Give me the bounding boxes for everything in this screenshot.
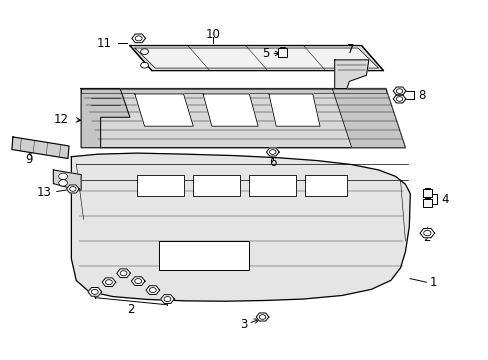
- Polygon shape: [81, 89, 405, 148]
- Bar: [193, 175, 239, 196]
- Polygon shape: [81, 89, 130, 148]
- Polygon shape: [66, 185, 79, 193]
- Polygon shape: [102, 278, 116, 287]
- Polygon shape: [135, 94, 193, 126]
- Polygon shape: [331, 89, 405, 148]
- Polygon shape: [53, 170, 81, 192]
- Text: 11: 11: [97, 36, 112, 50]
- Polygon shape: [88, 288, 102, 296]
- Text: 2: 2: [423, 231, 430, 244]
- Polygon shape: [135, 48, 378, 68]
- Text: 4: 4: [440, 193, 447, 206]
- Bar: [305, 175, 346, 196]
- Polygon shape: [266, 148, 279, 156]
- Bar: [159, 241, 249, 270]
- Circle shape: [141, 62, 148, 68]
- Polygon shape: [71, 153, 409, 301]
- Polygon shape: [268, 94, 320, 126]
- Bar: [249, 175, 295, 196]
- Text: 5: 5: [261, 47, 268, 60]
- Polygon shape: [160, 295, 174, 303]
- Circle shape: [141, 49, 148, 54]
- Text: 8: 8: [417, 89, 425, 102]
- Bar: [423, 189, 431, 197]
- Text: 12: 12: [54, 113, 69, 126]
- Circle shape: [59, 180, 67, 186]
- Polygon shape: [392, 87, 405, 95]
- Polygon shape: [117, 269, 130, 278]
- Text: 6: 6: [268, 156, 276, 169]
- Bar: [423, 199, 431, 207]
- Polygon shape: [256, 313, 268, 321]
- Polygon shape: [12, 137, 69, 158]
- Text: 1: 1: [429, 276, 436, 289]
- Polygon shape: [132, 34, 145, 43]
- Bar: [425, 198, 429, 199]
- Bar: [279, 47, 285, 49]
- Text: 3: 3: [239, 318, 247, 331]
- Text: 10: 10: [205, 28, 220, 41]
- Polygon shape: [392, 95, 405, 103]
- Text: 9: 9: [25, 153, 33, 166]
- Bar: [425, 188, 429, 189]
- Text: 13: 13: [37, 186, 52, 199]
- Bar: [137, 175, 183, 196]
- Circle shape: [59, 173, 67, 180]
- Bar: [277, 49, 287, 57]
- Polygon shape: [81, 89, 385, 93]
- Polygon shape: [203, 94, 258, 126]
- Polygon shape: [146, 286, 159, 294]
- Polygon shape: [334, 60, 368, 89]
- Polygon shape: [419, 228, 434, 238]
- Text: 7: 7: [346, 42, 354, 55]
- Polygon shape: [130, 45, 383, 71]
- Polygon shape: [131, 277, 145, 285]
- Text: 2: 2: [127, 303, 135, 316]
